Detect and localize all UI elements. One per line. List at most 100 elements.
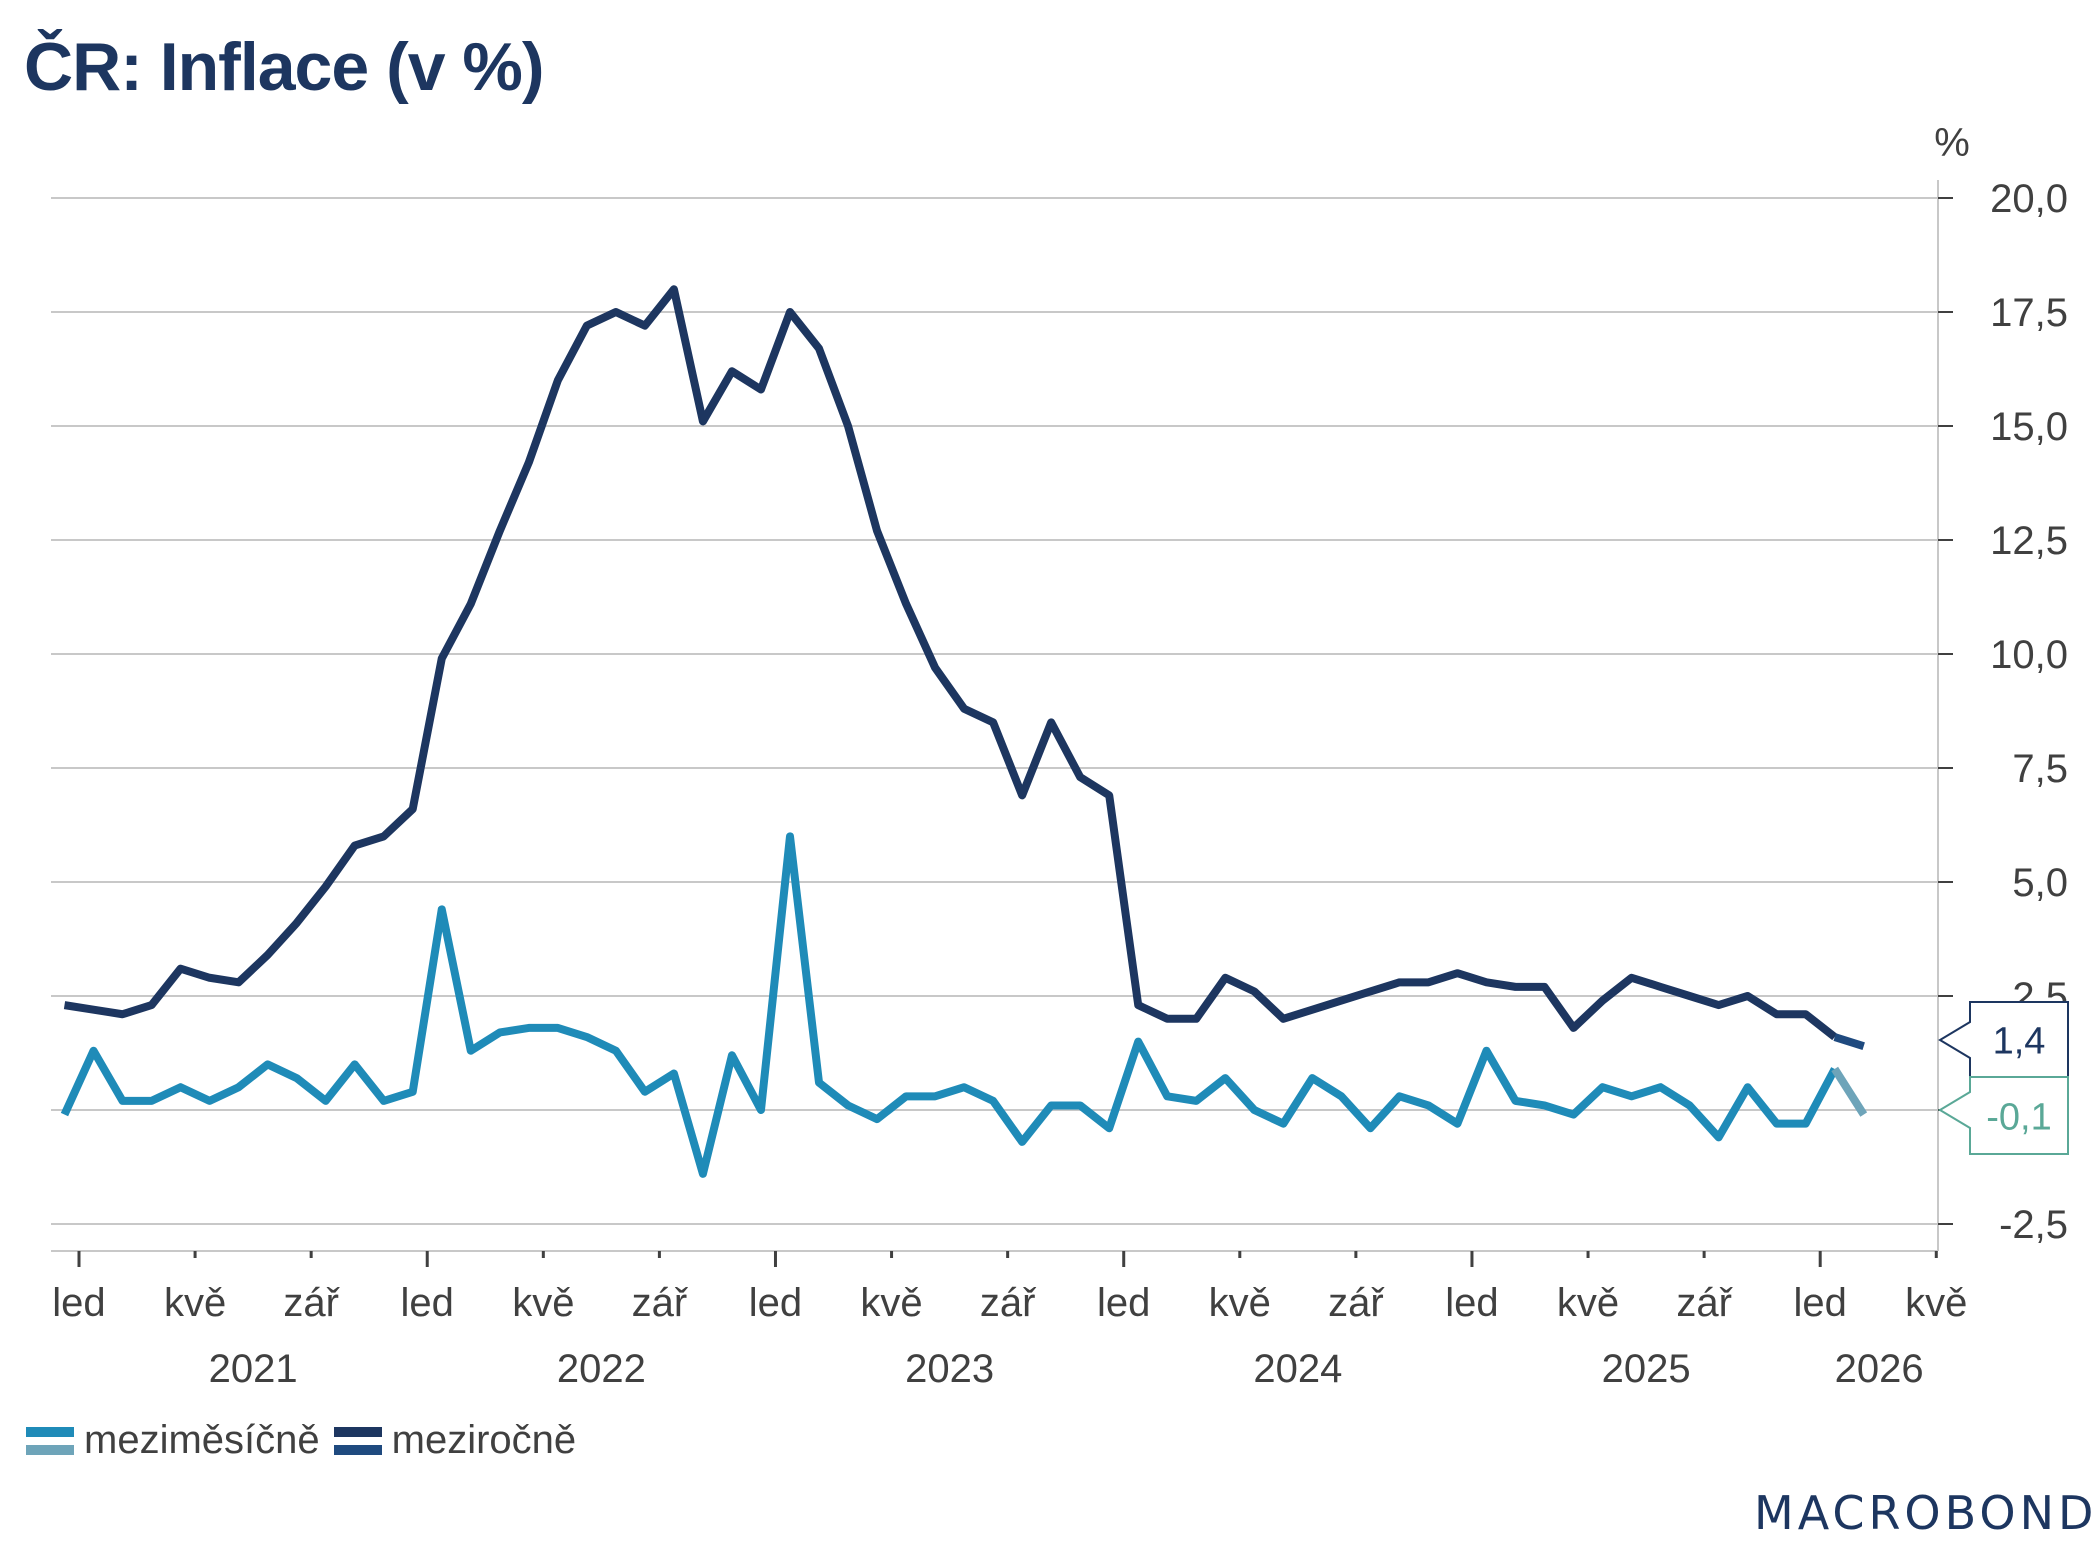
data-point <box>1309 1075 1315 1081</box>
data-point <box>758 387 764 393</box>
data-point <box>1774 1011 1780 1017</box>
y-tick-label: 20,0 <box>1990 177 2068 221</box>
data-point <box>61 1112 67 1118</box>
data-point <box>642 323 648 329</box>
series-latest-segment-mom <box>1831 1066 1868 1117</box>
data-point <box>961 1084 967 1090</box>
data-point <box>758 1107 764 1113</box>
data-point <box>1135 1002 1141 1008</box>
data-point <box>700 418 706 424</box>
data-point <box>468 601 474 607</box>
data-point <box>1483 1048 1489 1054</box>
data-point <box>439 906 445 912</box>
data-point <box>120 1011 126 1017</box>
data-point <box>729 368 735 374</box>
x-tick-label: kvě <box>1905 1281 1967 1325</box>
data-point <box>1716 1134 1722 1140</box>
data-point <box>1193 1098 1199 1104</box>
mom-last-value-text: -0,1 <box>1986 1097 2051 1139</box>
data-point <box>352 1061 358 1067</box>
data-point <box>874 528 880 534</box>
data-point <box>1338 998 1344 1004</box>
last-value-callouts: 1,4 -0,1 <box>1938 1001 2069 1155</box>
data-point <box>1048 719 1054 725</box>
x-tick-label: zář <box>980 1281 1037 1325</box>
data-point <box>381 1098 387 1104</box>
legend-label-yoy: meziročně <box>391 1418 577 1462</box>
data-point <box>1454 1121 1460 1127</box>
data-point <box>932 665 938 671</box>
data-point <box>265 1061 271 1067</box>
data-point <box>1019 1139 1025 1145</box>
data-point <box>961 706 967 712</box>
data-point <box>1687 1102 1693 1108</box>
legend-item-mom[interactable]: meziměsíčně <box>26 1418 320 1463</box>
data-point <box>1629 1093 1635 1099</box>
data-point <box>1164 1093 1170 1099</box>
data-point <box>410 806 416 812</box>
data-point <box>468 1048 474 1054</box>
data-point <box>1077 774 1083 780</box>
legend-item-yoy[interactable]: meziročně <box>333 1418 577 1463</box>
data-point <box>729 1052 735 1058</box>
data-point <box>1222 1075 1228 1081</box>
data-point <box>1454 970 1460 976</box>
legend: meziměsíčně meziročně <box>26 1418 590 1463</box>
legend-label-mom: meziměsíčně <box>84 1418 320 1462</box>
data-point <box>120 1098 126 1104</box>
data-point <box>1396 1093 1402 1099</box>
data-point <box>874 1116 880 1122</box>
yoy-last-value-box <box>1938 1001 2069 1078</box>
data-point <box>990 1098 996 1104</box>
x-year-label: 2021 <box>209 1347 298 1391</box>
x-tick-label: led <box>401 1281 454 1325</box>
x-year-label: 2022 <box>557 1347 646 1391</box>
x-tick-label: led <box>1445 1281 1498 1325</box>
data-point <box>91 1007 97 1013</box>
data-point <box>584 1034 590 1040</box>
data-point <box>1512 984 1518 990</box>
data-point <box>1164 1016 1170 1022</box>
data-point <box>1861 1043 1867 1049</box>
data-point <box>1629 975 1635 981</box>
series-lines <box>60 285 1868 1178</box>
data-point <box>1658 984 1664 990</box>
data-point <box>903 601 909 607</box>
data-point <box>1571 1025 1577 1031</box>
mom-last-value-box <box>1938 1076 2069 1155</box>
data-point <box>1135 1039 1141 1045</box>
x-tick-label: led <box>749 1281 802 1325</box>
data-point <box>787 833 793 839</box>
x-tick-label: zář <box>283 1281 340 1325</box>
data-point <box>1542 984 1548 990</box>
data-point <box>294 1075 300 1081</box>
yoy-last-value-text: 1,4 <box>1993 1021 2046 1063</box>
gridlines <box>51 197 1938 1225</box>
data-point <box>294 920 300 926</box>
data-point <box>178 966 184 972</box>
series-line-mom <box>60 832 1839 1178</box>
data-point <box>526 459 532 465</box>
data-point <box>1077 1102 1083 1108</box>
data-point <box>1803 1121 1809 1127</box>
data-point <box>1222 975 1228 981</box>
data-point <box>845 423 851 429</box>
data-point <box>1367 1125 1373 1131</box>
data-point <box>1396 979 1402 985</box>
data-point <box>526 1025 532 1031</box>
legend-swatch-mom <box>26 1426 74 1455</box>
series-latest-segment-yoy <box>1833 1033 1865 1050</box>
data-point <box>91 1048 97 1054</box>
data-point <box>149 1002 155 1008</box>
data-point <box>1832 1034 1838 1040</box>
data-point <box>323 1098 329 1104</box>
data-point <box>1774 1121 1780 1127</box>
data-point <box>1745 993 1751 999</box>
data-point <box>352 843 358 849</box>
data-point <box>584 323 590 329</box>
x-axis-ticks: led kvě zář led kvě zář led kvě zář led kvě zář led k… <box>52 1251 1967 1391</box>
data-point <box>178 1084 184 1090</box>
y-axis-unit-label: % <box>1934 121 1970 165</box>
data-point <box>1832 1066 1838 1072</box>
